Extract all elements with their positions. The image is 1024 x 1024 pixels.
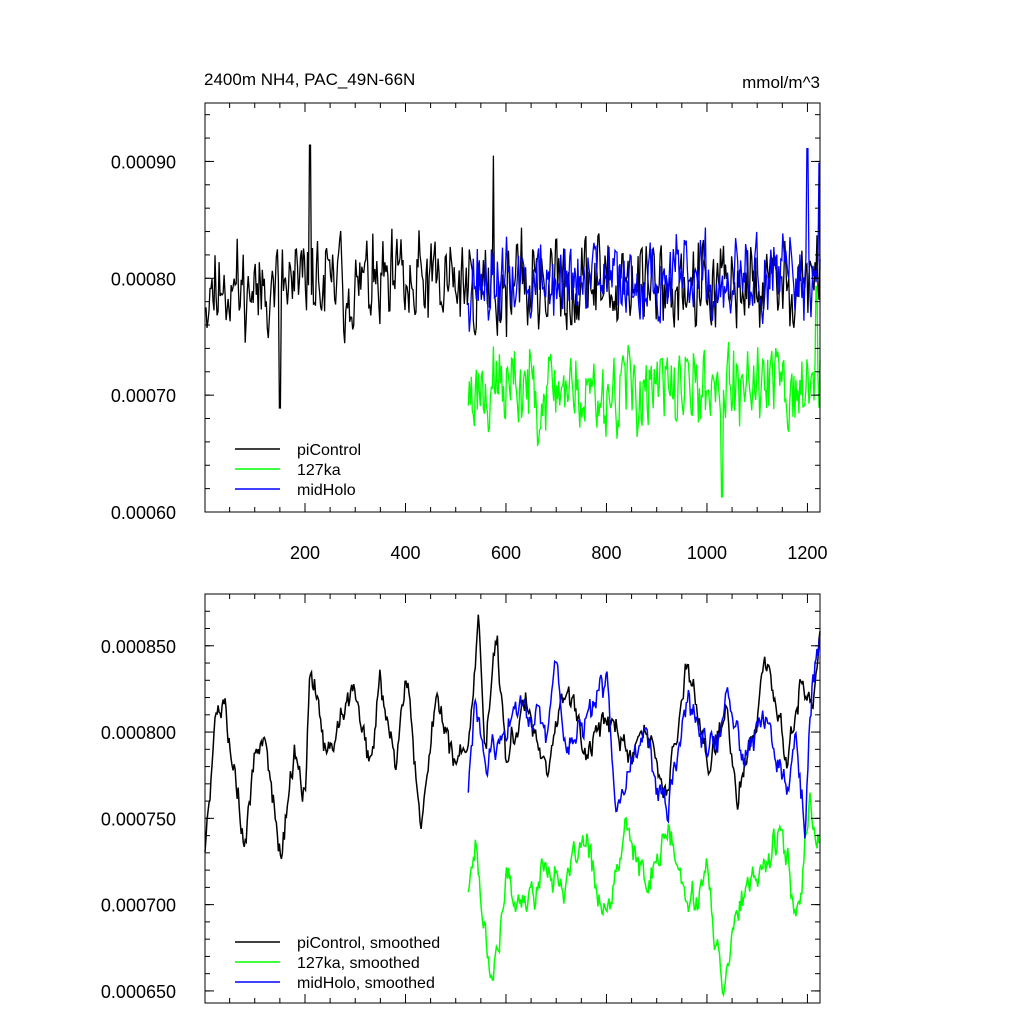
- bottom-legend-label: piControl, smoothed: [297, 935, 440, 952]
- top-series-lines: [204, 144, 821, 498]
- top-panel: 2400m NH4, PAC_49N-66N mmol/m^3 0.000600…: [111, 70, 828, 563]
- top-y-tick-label: 0.00090: [111, 152, 176, 172]
- bottom-y-tick-label: 0.000850: [101, 637, 176, 657]
- top-x-tick-label: 400: [390, 543, 420, 563]
- top-x-tick-label: 800: [591, 543, 621, 563]
- bottom-y-tick-label: 0.000650: [101, 982, 176, 1002]
- bottom-panel: 0.000650 0.000700 0.000750 0.000800 0.000850…: [101, 593, 821, 1004]
- top-chart-unit: mmol/m^3: [742, 73, 820, 92]
- top-chart-title: 2400m NH4, PAC_49N-66N: [204, 70, 415, 89]
- bottom-series-line-piControl, smoothed: [204, 614, 821, 860]
- top-x-tick-label: 1200: [787, 543, 827, 563]
- top-axis-ticks: 0.00060 0.00070 0.00080 0.00090 200 400 600 800…: [111, 103, 827, 563]
- bottom-y-tick-label: 0.000800: [101, 723, 176, 743]
- top-legend-label: piControl: [297, 442, 361, 459]
- bottom-axis-ticks: 0.000650 0.000700 0.000750 0.000800 0.000850: [101, 594, 820, 1003]
- top-series-line-midHolo: [467, 147, 821, 332]
- bottom-y-tick-label: 0.000700: [101, 896, 176, 916]
- top-legend: piControl 127ka midHolo: [235, 442, 361, 499]
- top-legend-label: midHolo: [297, 482, 356, 499]
- top-y-tick-label: 0.00070: [111, 386, 176, 406]
- bottom-legend-label: 127ka, smoothed: [297, 955, 420, 972]
- top-y-tick-label: 0.00080: [111, 269, 176, 289]
- top-x-tick-label: 200: [290, 543, 320, 563]
- bottom-series-line-127ka, smoothed: [467, 792, 821, 998]
- top-x-tick-label: 600: [491, 543, 521, 563]
- top-x-tick-label: 1000: [687, 543, 727, 563]
- bottom-y-tick-label: 0.000750: [101, 809, 176, 829]
- top-plot-frame: [204, 102, 821, 513]
- bottom-series-line-midHolo, smoothed: [467, 633, 821, 839]
- bottom-series-lines: [204, 614, 821, 998]
- bottom-legend-label: midHolo, smoothed: [297, 975, 435, 992]
- top-legend-label: 127ka: [297, 462, 341, 479]
- bottom-legend: piControl, smoothed 127ka, smoothed midHol…: [235, 935, 440, 992]
- top-series-line-127ka: [467, 285, 821, 498]
- bottom-plot-frame: [204, 593, 821, 1004]
- top-y-tick-label: 0.00060: [111, 503, 176, 523]
